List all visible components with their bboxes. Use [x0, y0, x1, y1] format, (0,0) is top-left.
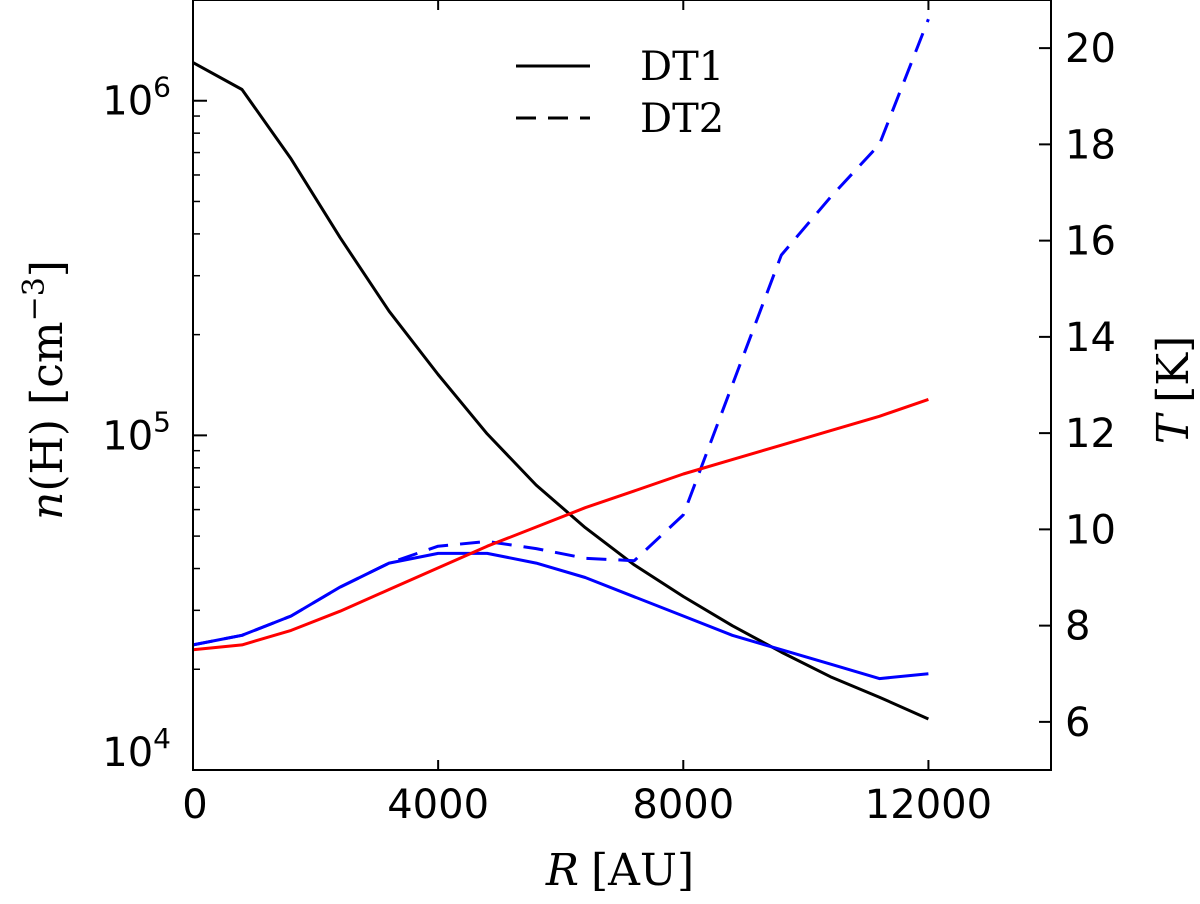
left-axis-title: n(H) [cm−3] [17, 260, 73, 520]
left-tick-base-2: 10 [102, 79, 153, 125]
right-tick-label-1: 8 [1065, 604, 1090, 650]
legend-label-0: DT1 [640, 44, 724, 90]
x-axis-unit: [AU] [591, 845, 694, 896]
left-tick-label-1: 105 [102, 405, 171, 459]
x-tick-label-0: 0 [182, 782, 207, 828]
legend-label-1: DT2 [640, 96, 724, 142]
left-tick-label-2: 106 [102, 71, 171, 125]
plot-frame [192, 0, 1052, 771]
series-layer [192, 18, 930, 721]
x-axis-var: R [545, 845, 579, 896]
left-tick-base-1: 10 [102, 413, 153, 459]
right-tick-label-2: 10 [1065, 507, 1116, 553]
series-line-0 [192, 61, 930, 721]
left-tick-base-0: 10 [102, 730, 153, 776]
left-tick-label-0: 104 [102, 722, 171, 776]
series-line-3 [192, 397, 929, 652]
right-tick-label-4: 14 [1065, 315, 1116, 361]
series-line-1 [192, 551, 929, 681]
x-tick-label-3: 12000 [865, 782, 992, 828]
right-axis-title: T [K] [1148, 336, 1199, 445]
left-tick-exp-2: 6 [153, 71, 171, 104]
right-tick-label-3: 12 [1065, 411, 1116, 457]
left-tick-exp-1: 5 [153, 405, 171, 438]
x-axis-title: R [AU] [545, 845, 694, 896]
left-axis-exp: −3 [17, 277, 52, 321]
right-axis-var: T [1148, 411, 1199, 444]
x-tick-label-1: 4000 [387, 782, 489, 828]
left-tick-exp-0: 4 [153, 722, 171, 755]
right-tick-label-7: 20 [1065, 26, 1116, 72]
left-axis-close: ] [22, 260, 73, 277]
right-tick-label-0: 6 [1065, 700, 1090, 746]
right-tick-label-6: 18 [1065, 122, 1116, 168]
left-axis-unit: (H) [cm [22, 321, 73, 491]
right-axis-unit: [K] [1148, 336, 1199, 403]
left-axis-var: n [22, 492, 73, 520]
x-tick-label-2: 8000 [632, 782, 734, 828]
series-line-2 [192, 18, 930, 647]
right-tick-label-5: 16 [1065, 219, 1116, 265]
